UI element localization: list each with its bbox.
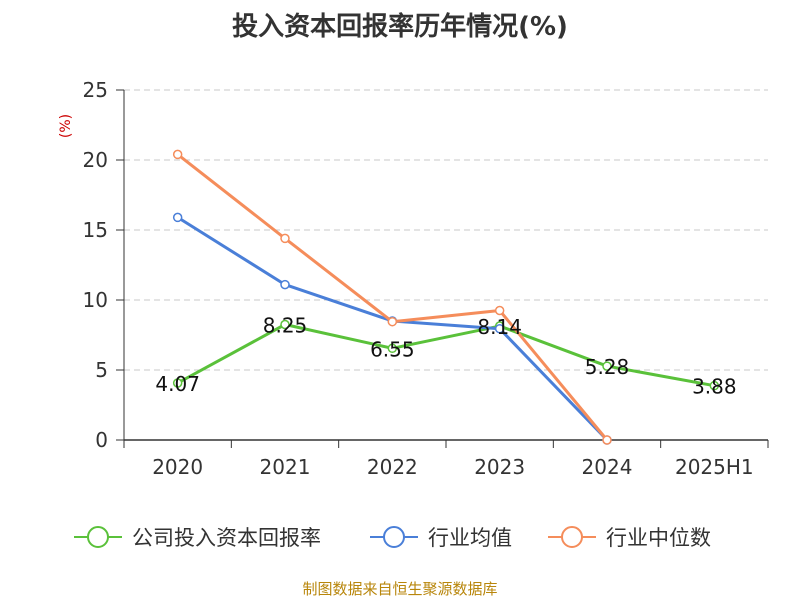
data-label: 5.28 <box>585 355 630 379</box>
legend-label: 行业均值 <box>428 526 512 550</box>
x-tick-label: 2025H1 <box>675 455 754 479</box>
data-point <box>387 343 398 354</box>
data-label: 3.88 <box>692 375 737 399</box>
x-tick-label: 2022 <box>367 455 418 479</box>
data-point <box>280 319 290 330</box>
data-point <box>387 316 398 327</box>
legend: 公司投入资本回报率 行业均值 行业中位数 <box>74 526 711 550</box>
y-tick-label: 20 <box>83 148 108 172</box>
data-label: 6.55 <box>370 337 415 361</box>
data-point <box>172 212 183 223</box>
data-point <box>280 233 290 244</box>
series-lines <box>172 149 720 445</box>
series-line-1 <box>176 216 609 442</box>
x-tick-label: 2020 <box>152 455 203 479</box>
legend-marker <box>383 526 405 548</box>
x-tick-label: 2024 <box>582 455 633 479</box>
data-point <box>172 149 183 160</box>
series-line-2 <box>176 153 609 441</box>
source-note: 制图数据来自恒生聚源数据库 <box>302 580 498 598</box>
legend-item: 行业中位数 <box>548 526 711 550</box>
y-tick-label: 0 <box>95 428 108 452</box>
data-point <box>709 380 720 391</box>
y-tick-label: 10 <box>83 288 108 312</box>
legend-label: 行业中位数 <box>606 526 711 550</box>
legend-marker <box>561 526 583 548</box>
x-tick-label: 2023 <box>474 455 525 479</box>
y-tick-label: 25 <box>83 78 108 102</box>
data-point <box>602 361 612 371</box>
legend-item: 行业均值 <box>370 526 512 550</box>
data-point <box>494 323 505 334</box>
data-label: 4.07 <box>155 372 200 396</box>
chart-title: 投入资本回报率历年情况(%) <box>232 12 568 42</box>
grid-lines <box>124 89 768 371</box>
y-tick-label: 15 <box>83 218 108 242</box>
legend-label: 公司投入资本回报率 <box>132 526 321 550</box>
series-line-0 <box>176 323 715 388</box>
data-label: 8.14 <box>477 315 522 339</box>
y-tick-label: 5 <box>95 358 108 382</box>
y-axis-title: (%) <box>58 114 74 138</box>
data-label: 8.25 <box>263 314 308 338</box>
x-tick-label: 2021 <box>260 455 311 479</box>
legend-item: 公司投入资本回报率 <box>74 526 321 550</box>
data-point <box>172 378 183 388</box>
data-point <box>602 435 612 445</box>
data-labels: 4.07 8.25 6.55 8.14 5.28 3.88 <box>155 314 736 399</box>
legend-marker <box>87 526 109 548</box>
data-point <box>280 279 290 290</box>
axes: 0 5 10 15 20 25 (%) 2020 2021 2022 2023 2024 2025H1 <box>58 78 769 479</box>
data-point <box>494 305 505 316</box>
